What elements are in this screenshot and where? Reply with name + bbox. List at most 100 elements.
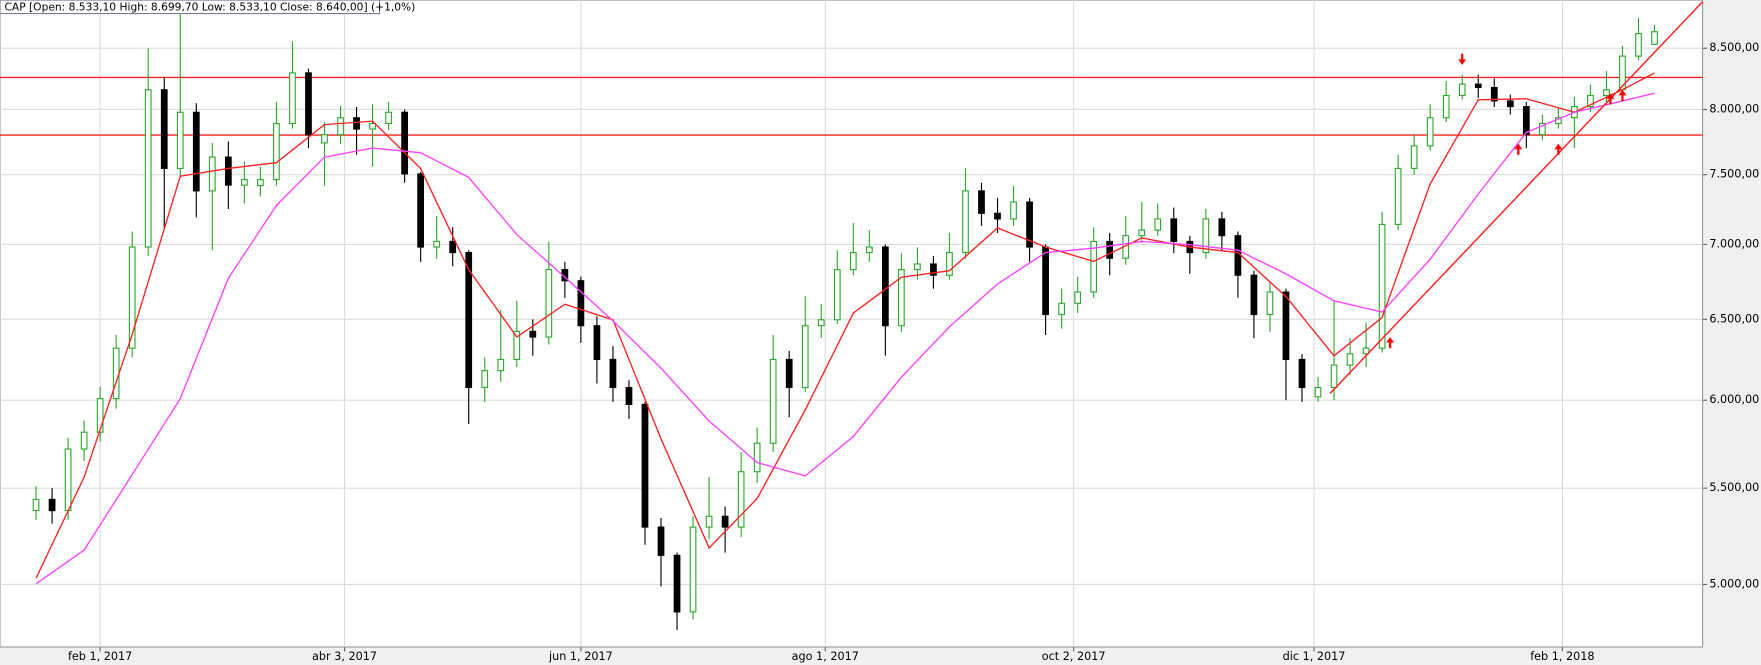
x-tick-label: ago 1, 2017	[792, 650, 859, 663]
candle-body	[1170, 218, 1178, 242]
y-tick-label: 7.500,00	[1709, 168, 1759, 181]
candle-body	[881, 246, 889, 327]
candle-body	[64, 448, 72, 512]
candle-body	[497, 358, 505, 372]
candle-body	[914, 263, 921, 271]
candle-body	[962, 190, 969, 254]
candle-body	[1458, 83, 1466, 97]
candle-body	[1298, 358, 1306, 389]
candle-body	[481, 370, 489, 389]
candle-body	[385, 111, 392, 125]
candle-body	[369, 122, 376, 130]
candle-body	[160, 89, 168, 169]
candle-body	[112, 347, 120, 400]
candle-body	[273, 122, 280, 181]
candle-body	[1378, 223, 1386, 349]
signal-arrow	[1458, 53, 1467, 66]
candle-body	[1314, 386, 1322, 398]
y-tick-label: 8.000,00	[1709, 102, 1759, 115]
signal-arrow	[1514, 143, 1523, 155]
candle-body	[1394, 167, 1402, 225]
candle-body	[577, 280, 585, 327]
header-box	[0, 0, 381, 15]
candle-body	[449, 240, 457, 254]
marks	[0, 1, 1704, 630]
candle-body	[1410, 145, 1418, 169]
candle-body	[898, 269, 905, 327]
candle-body	[673, 554, 681, 613]
candle-body	[657, 526, 665, 556]
candle-body	[1090, 240, 1098, 293]
x-tick-label: feb 1, 2018	[1530, 650, 1594, 663]
candle-body	[241, 179, 248, 186]
plot-area	[0, 0, 1704, 648]
header: CAP [Open: 8.533,10 High: 8.699,70 Low: …	[4, 0, 415, 13]
candle-body	[1250, 274, 1258, 316]
candle-body	[433, 240, 441, 248]
signal-arrow	[1606, 93, 1615, 105]
candle-body	[849, 251, 857, 271]
candle-body	[224, 156, 232, 186]
candle-body	[1506, 100, 1514, 108]
candle-body	[641, 403, 649, 528]
y-tick-label: 7.000,00	[1709, 237, 1759, 250]
candle-body	[833, 269, 841, 321]
candle-body	[1106, 240, 1114, 259]
candle-body	[465, 251, 473, 389]
candle-body	[1234, 235, 1242, 276]
candle-body	[144, 89, 152, 248]
candle-body	[529, 330, 537, 338]
candle-body	[80, 431, 88, 450]
candle-body	[1635, 33, 1642, 57]
candle-body	[321, 134, 328, 144]
candle-body	[208, 156, 216, 192]
candle-body	[1330, 364, 1338, 389]
candle-body	[1058, 302, 1065, 316]
candle-body	[257, 179, 264, 187]
candle-body	[705, 515, 713, 528]
candle-body	[353, 117, 360, 130]
y-tick-label: 5.000,00	[1709, 577, 1759, 590]
candle-body	[1522, 106, 1530, 136]
average-line	[35, 92, 1655, 585]
candle-body	[128, 246, 136, 349]
y-tick-label: 6.500,00	[1709, 312, 1759, 325]
candle-body	[176, 111, 184, 169]
x-tick-label: oct 2, 2017	[1042, 650, 1106, 663]
candle-body	[1026, 201, 1033, 248]
average-line	[35, 72, 1655, 579]
candle-body	[769, 358, 777, 444]
candle-body	[1538, 122, 1546, 136]
candle-body	[1074, 291, 1082, 304]
candle-body	[1346, 353, 1354, 366]
candle-body	[946, 251, 953, 276]
candle-body	[1490, 86, 1498, 102]
candle-body	[1010, 201, 1017, 220]
x-tick-label: abr 3, 2017	[312, 650, 377, 663]
candle-body	[1138, 229, 1146, 237]
candle-body	[192, 111, 200, 192]
candle-body	[1202, 218, 1210, 254]
candle-body	[785, 358, 793, 389]
candle-body	[1442, 94, 1450, 119]
candle-body	[337, 117, 344, 136]
y-tick-label: 5.500,00	[1709, 481, 1759, 494]
candle-body	[1154, 218, 1162, 231]
candle-body	[1282, 291, 1290, 360]
candle-body	[593, 325, 601, 360]
candle-body	[801, 325, 809, 389]
candle-body	[289, 72, 296, 125]
candle-body	[865, 246, 873, 254]
candle-body	[1426, 117, 1434, 147]
candle-body	[978, 190, 985, 214]
candle-body	[1362, 347, 1370, 355]
candle-body	[32, 498, 40, 511]
x-tick-label: dic 1, 2017	[1283, 650, 1346, 663]
y-tick-label: 8.500,00	[1709, 41, 1759, 54]
candle-body	[817, 319, 825, 327]
candle-body	[96, 398, 104, 433]
y-tick-label: 6.000,00	[1709, 393, 1759, 406]
candle-body	[1603, 89, 1610, 97]
